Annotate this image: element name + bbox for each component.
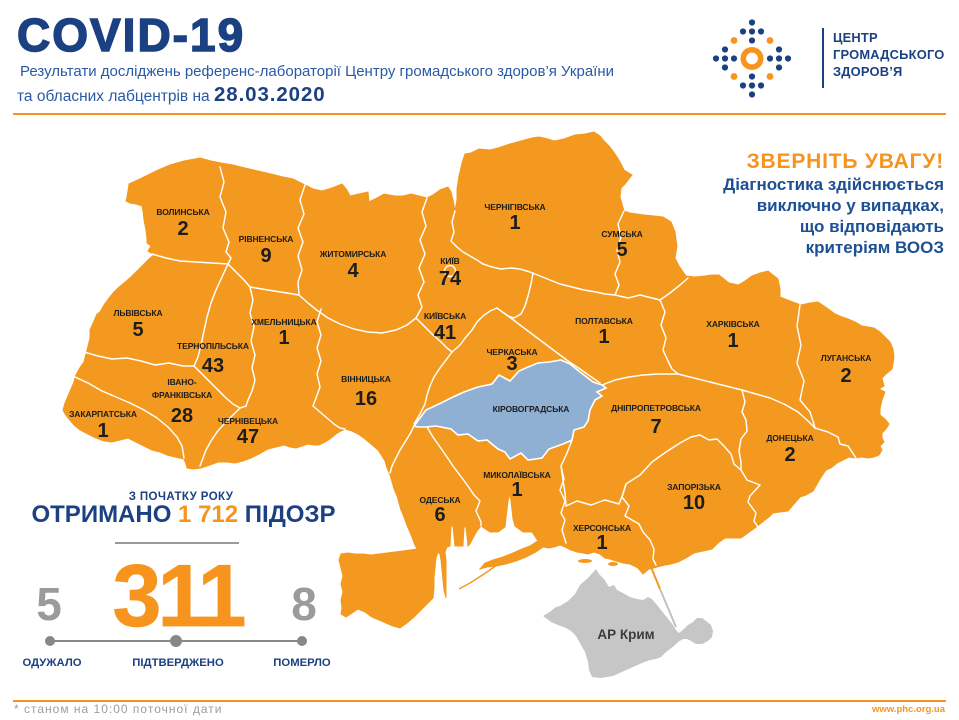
svg-text:ПОЛТАВСЬКА: ПОЛТАВСЬКА (575, 316, 633, 326)
svg-text:2: 2 (177, 218, 188, 240)
svg-text:6: 6 (434, 504, 445, 526)
svg-text:ВІННИЦЬКА: ВІННИЦЬКА (341, 374, 391, 384)
svg-text:РІВНЕНСЬКА: РІВНЕНСЬКА (239, 234, 294, 244)
svg-text:ДОНЕЦЬКА: ДОНЕЦЬКА (766, 433, 813, 443)
svg-text:КИЇВСЬКА: КИЇВСЬКА (424, 311, 466, 321)
svg-text:1: 1 (511, 479, 522, 501)
svg-text:16: 16 (355, 388, 377, 410)
svg-text:ХМЕЛЬНИЦЬКА: ХМЕЛЬНИЦЬКА (251, 317, 316, 327)
svg-text:4: 4 (347, 260, 359, 282)
svg-text:ІВАНО-: ІВАНО- (167, 377, 196, 387)
svg-text:1: 1 (596, 532, 607, 554)
svg-text:43: 43 (202, 355, 224, 377)
svg-text:1: 1 (598, 326, 609, 348)
svg-text:9: 9 (260, 245, 271, 267)
svg-text:10: 10 (683, 492, 705, 514)
svg-text:ХАРКІВСЬКА: ХАРКІВСЬКА (706, 319, 759, 329)
svg-text:ЧЕРКАСЬКА: ЧЕРКАСЬКА (486, 347, 537, 357)
svg-text:ЗАПОРІЗЬКА: ЗАПОРІЗЬКА (667, 482, 721, 492)
svg-text:ХЕРСОНСЬКА: ХЕРСОНСЬКА (573, 523, 631, 533)
svg-text:2: 2 (840, 365, 851, 387)
svg-text:ЧЕРНІГІВСЬКА: ЧЕРНІГІВСЬКА (484, 202, 545, 212)
svg-text:ЖИТОМИРСЬКА: ЖИТОМИРСЬКА (319, 249, 387, 259)
svg-text:47: 47 (237, 426, 259, 448)
svg-text:ФРАНКІВСЬКА: ФРАНКІВСЬКА (152, 390, 212, 400)
svg-text:ЧЕРНІВЕЦЬКА: ЧЕРНІВЕЦЬКА (218, 416, 278, 426)
svg-text:КІРОВОГРАДСЬКА: КІРОВОГРАДСЬКА (493, 404, 570, 414)
svg-text:ТЕРНОПІЛЬСЬКА: ТЕРНОПІЛЬСЬКА (177, 341, 249, 351)
svg-text:ДНІПРОПЕТРОВСЬКА: ДНІПРОПЕТРОВСЬКА (611, 403, 701, 413)
svg-text:7: 7 (650, 416, 661, 438)
svg-text:ЛУГАНСЬКА: ЛУГАНСЬКА (821, 353, 872, 363)
svg-text:74: 74 (439, 268, 462, 290)
svg-text:МИКОЛАЇВСЬКА: МИКОЛАЇВСЬКА (483, 470, 550, 480)
svg-text:1: 1 (727, 330, 738, 352)
svg-text:41: 41 (434, 322, 456, 344)
svg-text:2: 2 (784, 444, 795, 466)
svg-text:3: 3 (506, 353, 517, 375)
svg-text:5: 5 (616, 239, 627, 261)
svg-text:ВОЛИНСЬКА: ВОЛИНСЬКА (156, 207, 209, 217)
svg-text:1: 1 (509, 212, 520, 234)
svg-text:АР Крим: АР Крим (597, 627, 654, 642)
svg-text:СУМСЬКА: СУМСЬКА (601, 229, 642, 239)
svg-text:28: 28 (171, 405, 193, 427)
svg-text:1: 1 (278, 327, 289, 349)
svg-text:1: 1 (97, 420, 108, 442)
svg-text:5: 5 (132, 319, 143, 341)
svg-text:ЛЬВІВСЬКА: ЛЬВІВСЬКА (113, 308, 162, 318)
svg-text:ЗАКАРПАТСЬКА: ЗАКАРПАТСЬКА (69, 409, 137, 419)
svg-text:КИЇВ: КИЇВ (440, 256, 459, 266)
svg-text:ОДЕСЬКА: ОДЕСЬКА (419, 495, 460, 505)
